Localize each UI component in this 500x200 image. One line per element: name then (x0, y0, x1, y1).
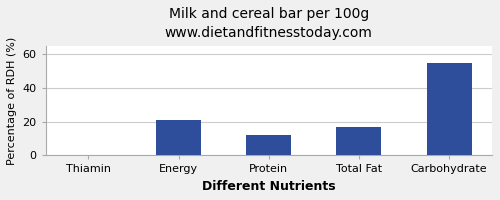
Y-axis label: Percentage of RDH (%): Percentage of RDH (%) (7, 36, 17, 165)
Title: Milk and cereal bar per 100g
www.dietandfitnesstoday.com: Milk and cereal bar per 100g www.dietand… (165, 7, 372, 40)
X-axis label: Different Nutrients: Different Nutrients (202, 180, 336, 193)
Bar (246, 135, 292, 155)
Bar (156, 120, 201, 155)
Bar (426, 63, 472, 155)
Bar (336, 127, 382, 155)
